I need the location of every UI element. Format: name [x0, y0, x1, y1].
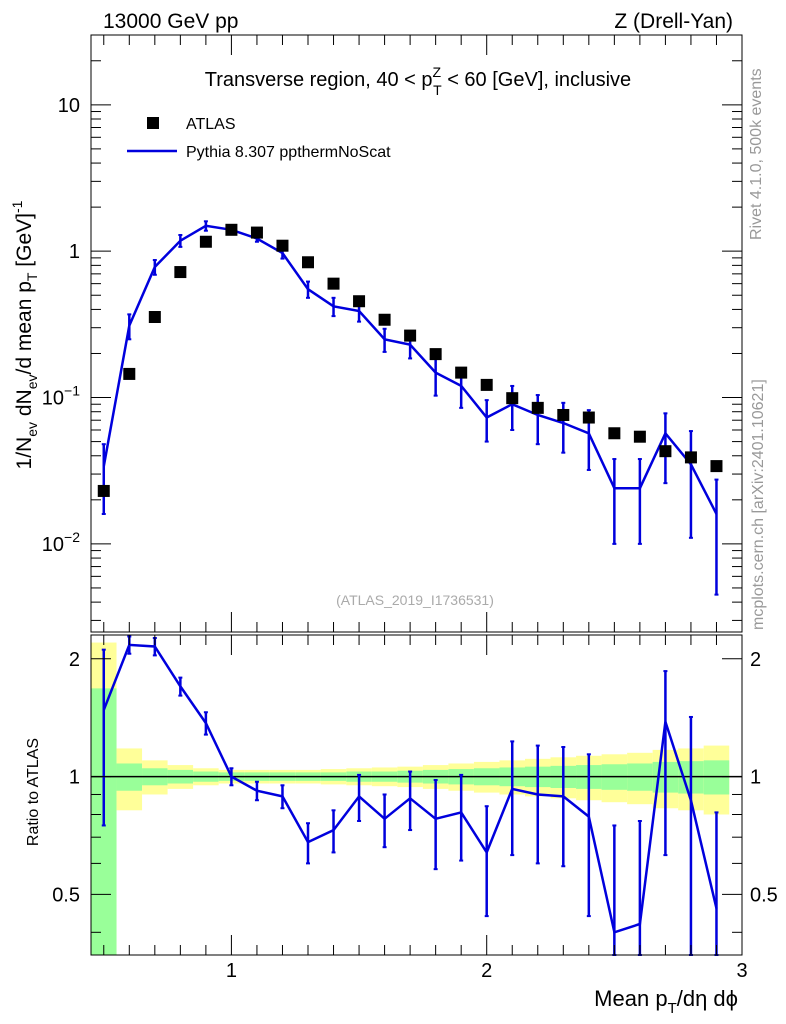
data-point [148, 311, 161, 324]
data-point [710, 460, 723, 473]
mc-series-line [102, 224, 718, 515]
y-tick-label: 1 [69, 241, 80, 263]
ratio-y-tick-label-right: 0.5 [750, 884, 778, 906]
legend-mc-label: Pythia 8.307 ppthermNoScat [186, 144, 391, 161]
data-point [353, 295, 366, 308]
ratio-y-tick-label: 1 [69, 767, 80, 789]
main-panel: 10 1 10−1 10−2 Transverse region, 40 < pZ T … [9, 34, 743, 633]
main-frame [90, 34, 743, 633]
data-point [582, 411, 595, 424]
y-tick-label: 10−1 [42, 383, 80, 410]
x-tick-label: 2 [481, 960, 492, 982]
ratio-y-tick-label: 2 [69, 649, 80, 671]
data-point [225, 223, 238, 236]
legend-data-marker [147, 117, 159, 129]
uncertainty-band-inner [703, 760, 730, 795]
ratio-axis-ticks: 0.5 0.5 1 1 2 2 1 2 3 [52, 635, 778, 982]
y-tick-label: 10 [58, 95, 80, 117]
data-point [531, 401, 544, 414]
ratio-y-tick-label-right: 2 [750, 649, 761, 671]
data-point [123, 367, 136, 380]
mcplots-label: mcplots.cern.ch [arXiv:2401.10621] [750, 379, 767, 630]
data-point [302, 256, 314, 269]
x-tick-label: 1 [226, 960, 237, 982]
data-point [506, 392, 519, 405]
energy-label: 13000 GeV pp [103, 10, 238, 33]
rivet-label: Rivet 4.1.0, 500k events [748, 68, 765, 240]
data-point [174, 266, 187, 279]
main-axis-ticks: 10 1 10−1 10−2 [42, 34, 743, 632]
data-point [378, 313, 391, 326]
x-tick-label: 3 [736, 960, 747, 982]
ratio-plot-marks [91, 635, 742, 956]
analysis-id: (ATLAS_2019_I1736531) [336, 592, 494, 608]
data-point [659, 445, 672, 458]
data-point [276, 239, 289, 252]
ratio-panel: 0.5 0.5 1 1 2 2 1 2 3 Ratio to ATLAS Mean pT/dη … [25, 634, 778, 1017]
process-label: Z (Drell-Yan) [614, 10, 733, 33]
data-point [404, 329, 417, 342]
data-point [455, 366, 468, 379]
main-y-axis-label: 1/Nev dNev/d mean pT [GeV]-1 [9, 200, 40, 469]
y-tick-label: 10−2 [42, 529, 80, 556]
data-point [480, 378, 493, 391]
data-point [633, 430, 646, 443]
data-point [97, 484, 110, 497]
data-point [250, 226, 263, 239]
data-point [199, 235, 212, 248]
data-point [557, 408, 570, 421]
x-axis-label: Mean pT/dη dϕ [594, 986, 738, 1017]
ratio-frame [90, 634, 743, 956]
legend-data-label: ATLAS [186, 116, 236, 133]
main-plot-marks [97, 220, 723, 596]
ratio-y-tick-label: 0.5 [52, 884, 80, 906]
ratio-y-axis-label: Ratio to ATLAS [25, 738, 42, 846]
ratio-y-tick-label-right: 1 [750, 767, 761, 789]
data-point [429, 348, 442, 361]
data-point [684, 451, 697, 464]
ratio-series-line [102, 643, 718, 934]
data-point [608, 427, 621, 440]
data-point [327, 277, 340, 290]
main-title: Transverse region, 40 < pZ T < 60 [GeV], … [205, 64, 631, 98]
